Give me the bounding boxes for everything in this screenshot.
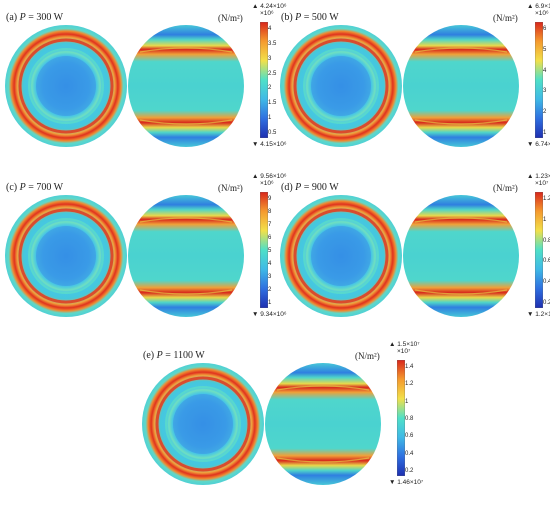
colorbar (260, 22, 268, 138)
side-view-contour (128, 25, 244, 147)
side-view-contour (128, 195, 244, 317)
top-view-contour (5, 25, 127, 147)
panel-letter: (d) (281, 182, 296, 193)
stress-contour-views (5, 25, 244, 147)
colorbar-max-label: ▲ 6.9×10⁶×10⁶ (527, 3, 550, 17)
power-value: = 700 W (25, 182, 64, 193)
power-value: = 300 W (25, 12, 64, 23)
colorbar-tick-label: 3.5 (268, 40, 277, 47)
colorbar-tick-label: 7 (268, 222, 272, 228)
colorbar-tick-label: 1 (543, 216, 547, 223)
panel-label: (e) P = 1100 W (143, 350, 205, 361)
colorbar-tick-label: 0.6 (405, 433, 414, 440)
colorbar (535, 22, 543, 138)
colorbar-tick-label: 3 (268, 274, 272, 280)
colorbar-tick-label: 1.2 (543, 196, 550, 202)
power-symbol: P (295, 182, 302, 193)
colorbar-tick-label: 0.4 (543, 279, 550, 286)
power-value: = 900 W (301, 182, 339, 193)
colorbar-tick-label: 2 (268, 85, 272, 92)
colorbar-tick-label: 4 (268, 26, 272, 32)
colorbar (260, 192, 268, 308)
panel-label: (b) P = 500 W (281, 12, 339, 23)
colorbar-tick-label: 2.5 (268, 70, 277, 77)
top-view-contour (280, 195, 402, 317)
colorbar (397, 360, 405, 476)
colorbar-tick-label: 8 (268, 209, 272, 215)
colorbar-min-label: ▼ 1.2×10⁷ (527, 311, 550, 318)
colorbar-max-label: ▲ 1.23×10⁷×10⁷ (527, 173, 550, 187)
colorbar-tick-label: 9 (268, 196, 272, 202)
stress-contour-views (142, 363, 381, 485)
colorbar-exponent: ×10⁷ (397, 348, 411, 355)
colorbar-tick-label: 1 (268, 115, 272, 122)
colorbar-exponent: ×10⁶ (535, 10, 549, 17)
panel-label: (d) P = 900 W (281, 182, 339, 193)
colorbar-tick-label: 0.8 (543, 237, 550, 244)
panel-label: (a) P = 300 W (6, 12, 63, 23)
colorbar-max-label: ▲ 9.56×10⁶ ×10⁶ (252, 173, 287, 187)
power-symbol: P (19, 12, 26, 23)
side-view-contour (265, 363, 381, 485)
colorbar-min-label: ▼ 4.15×10⁶ (252, 141, 287, 148)
unit-label: (N/m²) (218, 13, 243, 23)
power-value: = 500 W (301, 12, 339, 23)
colorbar-tick-label: 1 (405, 398, 409, 405)
power-symbol: P (19, 182, 26, 193)
unit-label: (N/m²) (493, 183, 518, 193)
panel-letter: (b) (281, 12, 296, 23)
colorbar-max-label: ▲ 1.5×10⁷ ×10⁷ (389, 341, 420, 355)
colorbar-tick-label: 3 (268, 55, 272, 62)
colorbar-tick-label: 5 (268, 248, 272, 254)
unit-label: (N/m²) (493, 13, 518, 23)
colorbar (535, 192, 543, 308)
panel-letter: (a) (6, 12, 20, 23)
colorbar-min-label: ▼ 9.34×10⁶ (252, 311, 287, 318)
colorbar-tick-label: 4 (543, 67, 547, 74)
colorbar-tick-label: 2 (543, 109, 547, 116)
panel-letter: (e) (143, 350, 157, 361)
colorbar-tick-label: 6 (543, 26, 547, 32)
top-view-contour (5, 195, 127, 317)
stress-contour-views (280, 25, 519, 147)
colorbar-tick-label: 3 (543, 88, 547, 95)
side-view-contour (403, 25, 519, 147)
stress-contour-views (280, 195, 519, 317)
colorbar-tick-label: 0.8 (405, 416, 414, 422)
colorbar-tick-label: 1.5 (268, 100, 277, 107)
colorbar-exponent: ×10⁶ (260, 180, 274, 187)
colorbar-tick-label: 0.2 (405, 468, 414, 474)
power-symbol: P (295, 12, 302, 23)
colorbar-tick-label: 1 (268, 300, 272, 306)
stress-contour-views (5, 195, 244, 317)
top-view-contour (142, 363, 264, 485)
top-view-contour (280, 25, 402, 147)
colorbar-tick-label: 0.5 (268, 130, 277, 136)
panel-label: (c) P = 700 W (6, 182, 63, 193)
power-symbol: P (156, 350, 163, 361)
colorbar-tick-label: 1 (543, 130, 547, 136)
colorbar-tick-label: 0.4 (405, 450, 414, 457)
power-value: = 1100 W (162, 350, 205, 361)
colorbar-min-label: ▼ 6.74×10⁶ (527, 141, 550, 148)
colorbar-exponent: ×10⁷ (535, 180, 549, 187)
side-view-contour (403, 195, 519, 317)
colorbar-tick-label: 5 (543, 46, 547, 53)
colorbar-tick-label: 2 (268, 287, 272, 293)
unit-label: (N/m²) (218, 183, 243, 193)
colorbar-tick-label: 6 (268, 235, 272, 241)
colorbar-tick-label: 0.6 (543, 258, 550, 265)
colorbar-tick-label: 0.2 (543, 300, 550, 306)
colorbar-exponent: ×10⁶ (260, 10, 274, 17)
colorbar-tick-label: 4 (268, 261, 272, 267)
colorbar-tick-label: 1.4 (405, 364, 414, 370)
panel-letter: (c) (6, 182, 20, 193)
colorbar-min-label: ▼ 1.46×10⁷ (389, 479, 424, 486)
colorbar-tick-label: 1.2 (405, 381, 414, 388)
unit-label: (N/m²) (355, 351, 380, 361)
colorbar-max-label: ▲ 4.24×10⁶ ×10⁶ (252, 3, 287, 17)
